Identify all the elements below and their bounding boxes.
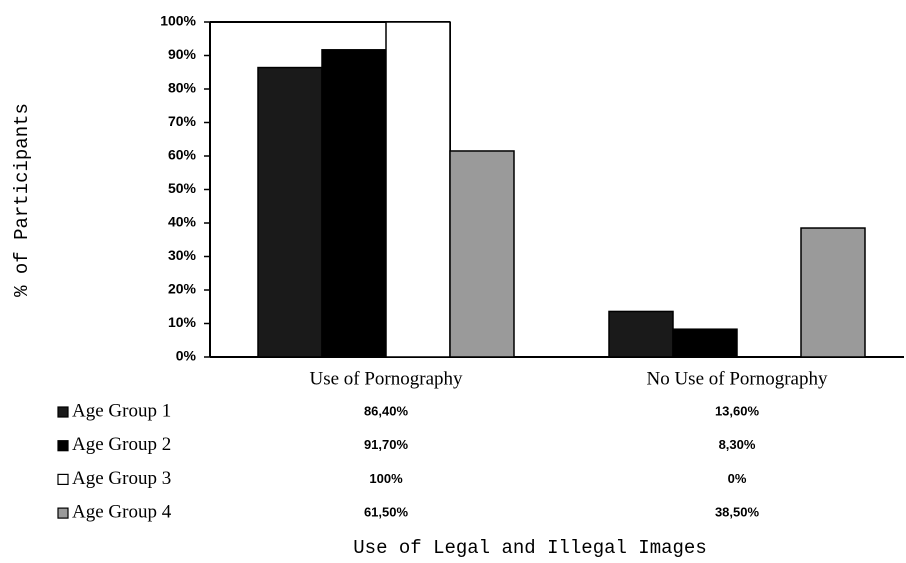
value-label: 61,50% <box>364 505 409 520</box>
bar <box>321 49 387 358</box>
legend-label: Age Group 1 <box>72 400 171 421</box>
y-tick-label: 40% <box>168 214 197 230</box>
legend-swatch <box>57 440 69 452</box>
legend-label: Age Group 4 <box>72 501 172 522</box>
x-tick-label: Use of Pornography <box>309 368 463 389</box>
value-label: 86,40% <box>364 403 409 418</box>
bar <box>800 227 866 358</box>
bar <box>449 150 515 358</box>
y-tick-label: 30% <box>168 247 197 263</box>
y-tick-label: 100% <box>160 13 196 29</box>
y-tick-label: 20% <box>168 281 197 297</box>
value-label: 0% <box>728 471 747 486</box>
y-tick-label: 80% <box>168 80 197 96</box>
bar <box>257 66 323 358</box>
bar <box>672 328 738 358</box>
legend-swatch <box>57 507 69 519</box>
y-tick-label: 70% <box>168 113 197 129</box>
legend-swatch <box>57 406 69 418</box>
x-axis-title: Use of Legal and Illegal Images <box>353 537 706 559</box>
value-label: 8,30% <box>719 437 756 452</box>
legend-label: Age Group 3 <box>72 468 171 489</box>
value-label: 100% <box>369 471 403 486</box>
y-tick-label: 90% <box>168 46 197 62</box>
y-tick-label: 50% <box>168 180 197 196</box>
y-axis-title: % of Participants <box>11 103 33 297</box>
legend-label: Age Group 2 <box>72 434 171 455</box>
y-tick-label: 0% <box>176 348 197 364</box>
value-label: 91,70% <box>364 437 409 452</box>
bar <box>385 21 451 358</box>
legend-swatch <box>57 473 69 485</box>
value-label: 38,50% <box>715 505 760 520</box>
bar <box>608 310 674 358</box>
y-tick-label: 10% <box>168 314 197 330</box>
x-tick-label: No Use of Pornography <box>646 368 828 389</box>
y-tick-label: 60% <box>168 147 197 163</box>
value-label: 13,60% <box>715 403 760 418</box>
